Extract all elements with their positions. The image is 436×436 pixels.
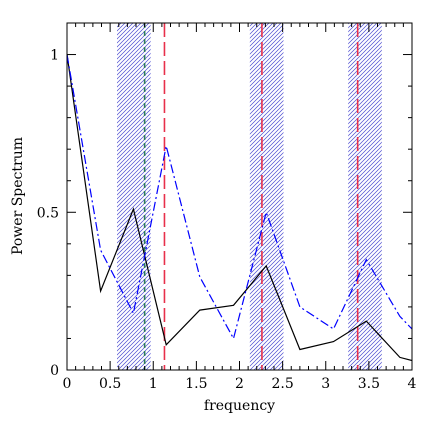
- reference-lines: [143, 23, 359, 370]
- y-tick-label: 0.5: [37, 205, 59, 221]
- plot-frame: [66, 22, 413, 371]
- x-tick-label: 3: [321, 376, 330, 392]
- x-tick-label: 2.5: [271, 376, 293, 392]
- shaded-bands: [117, 23, 382, 370]
- x-tick-label: 0.5: [99, 376, 121, 392]
- x-tick-label: 0: [63, 376, 72, 392]
- x-tick-label: 1.5: [185, 376, 207, 392]
- tick-labels: 0 0.5 1 1.5 2 2.5 3 3.5 4 0 0.5 1: [37, 48, 417, 392]
- shaded-band-3: [348, 23, 382, 370]
- series-line-2: [67, 54, 412, 341]
- shaded-band-2: [249, 23, 284, 370]
- x-tick-label: 4: [408, 376, 417, 392]
- data-series: [67, 54, 412, 362]
- y-axis-title: Power Spectrum: [10, 137, 26, 255]
- x-axis-title: frequency: [204, 398, 275, 414]
- x-tick-label: 3.5: [358, 376, 380, 392]
- y-tick-label: 0: [50, 363, 59, 379]
- y-tick-label: 1: [50, 48, 59, 64]
- x-tick-label: 2: [235, 376, 244, 392]
- series-line-1: [67, 54, 412, 362]
- shaded-band-1: [117, 23, 151, 370]
- axis-ticks: [66, 22, 413, 371]
- x-tick-label: 1: [149, 376, 158, 392]
